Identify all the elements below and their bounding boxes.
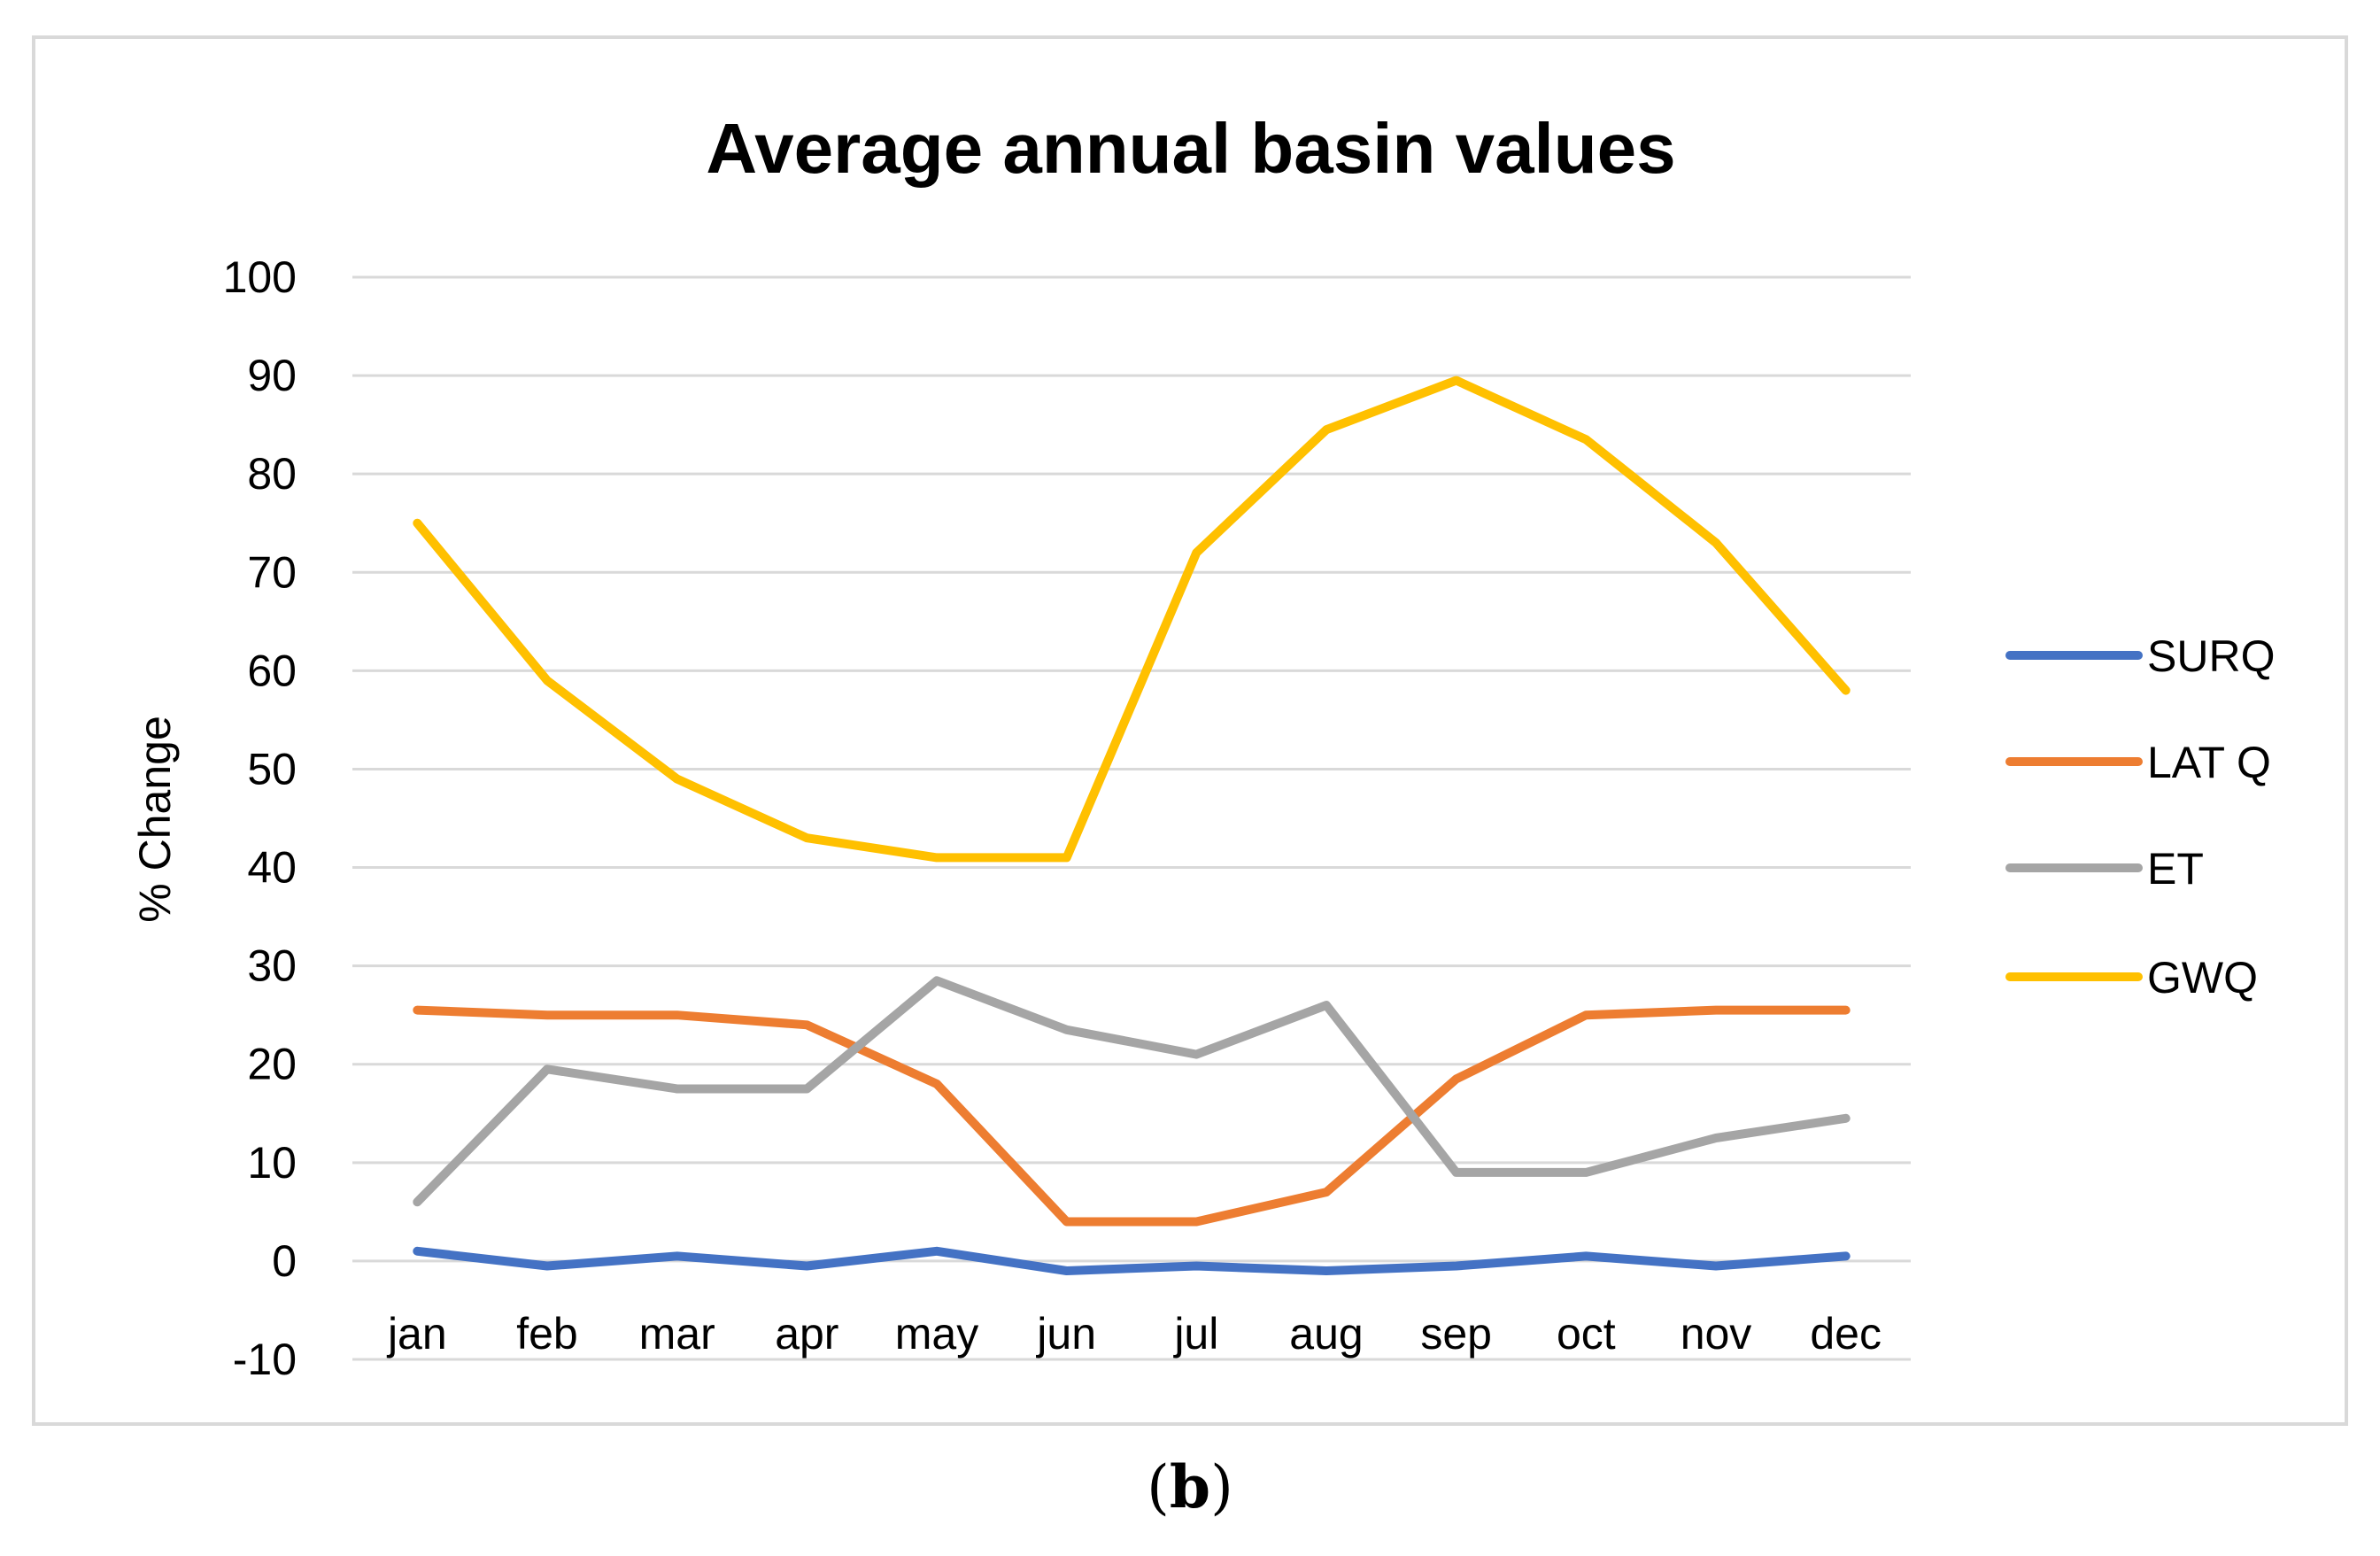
x-tick-label: feb [516, 1309, 578, 1359]
legend-label-lat-q: LAT Q [2147, 738, 2271, 787]
chart-frame [32, 35, 2348, 1426]
x-tick-label: aug [1289, 1309, 1363, 1359]
series-line-lat-q [413, 1005, 1851, 1227]
gridlines [352, 275, 1911, 1361]
x-tick-label: jul [1172, 1309, 1218, 1359]
y-tick-label: 50 [247, 744, 297, 793]
y-tick-label: 0 [272, 1236, 297, 1286]
x-tick-label: jan [386, 1309, 447, 1359]
x-tick-label: nov [1681, 1309, 1752, 1359]
y-tick-label: 80 [247, 449, 297, 499]
legend-label-gwq: GWQ [2147, 953, 2258, 1002]
legend: SURQ LAT Q ET GWQ [2005, 631, 2275, 1002]
y-tick-label: -10 [233, 1335, 297, 1384]
caption-close: ) [1210, 1453, 1233, 1521]
y-tick-label: 60 [247, 646, 297, 695]
y-tick-label: 90 [247, 351, 297, 400]
x-tick-label: mar [639, 1309, 715, 1359]
legend-label-et: ET [2147, 844, 2204, 894]
legend-label-surq: SURQ [2147, 631, 2275, 681]
x-tick-label: oct [1557, 1309, 1616, 1359]
y-tick-label: 10 [247, 1138, 297, 1188]
series-line-et [413, 976, 1851, 1207]
y-tick-label: 100 [223, 252, 297, 302]
figure-caption: (b) [0, 1452, 2380, 1521]
y-tick-label: 70 [247, 547, 297, 597]
series-line-gwq [413, 375, 1851, 863]
x-tick-label: sep [1420, 1309, 1492, 1359]
y-tick-label: 30 [247, 941, 297, 991]
x-axis-ticks: jan feb mar apr may jun jul aug sep oct nov dec [386, 1309, 1882, 1359]
x-tick-label: dec [1810, 1309, 1882, 1359]
series-line-surq [413, 1246, 1851, 1275]
x-tick-label: jun [1035, 1309, 1096, 1359]
line-chart: Average annual basin values 100908070605… [130, 109, 2275, 1384]
series-lines [413, 375, 1851, 1275]
x-tick-label: may [895, 1309, 978, 1359]
caption-label: b [1169, 1452, 1211, 1521]
chart-title: Average annual basin values [706, 109, 1675, 188]
y-tick-label: 20 [247, 1040, 297, 1089]
y-tick-label: 40 [247, 843, 297, 893]
x-tick-label: apr [775, 1309, 838, 1359]
y-axis-label: % Change [130, 716, 180, 923]
caption-open: ( [1147, 1453, 1170, 1521]
